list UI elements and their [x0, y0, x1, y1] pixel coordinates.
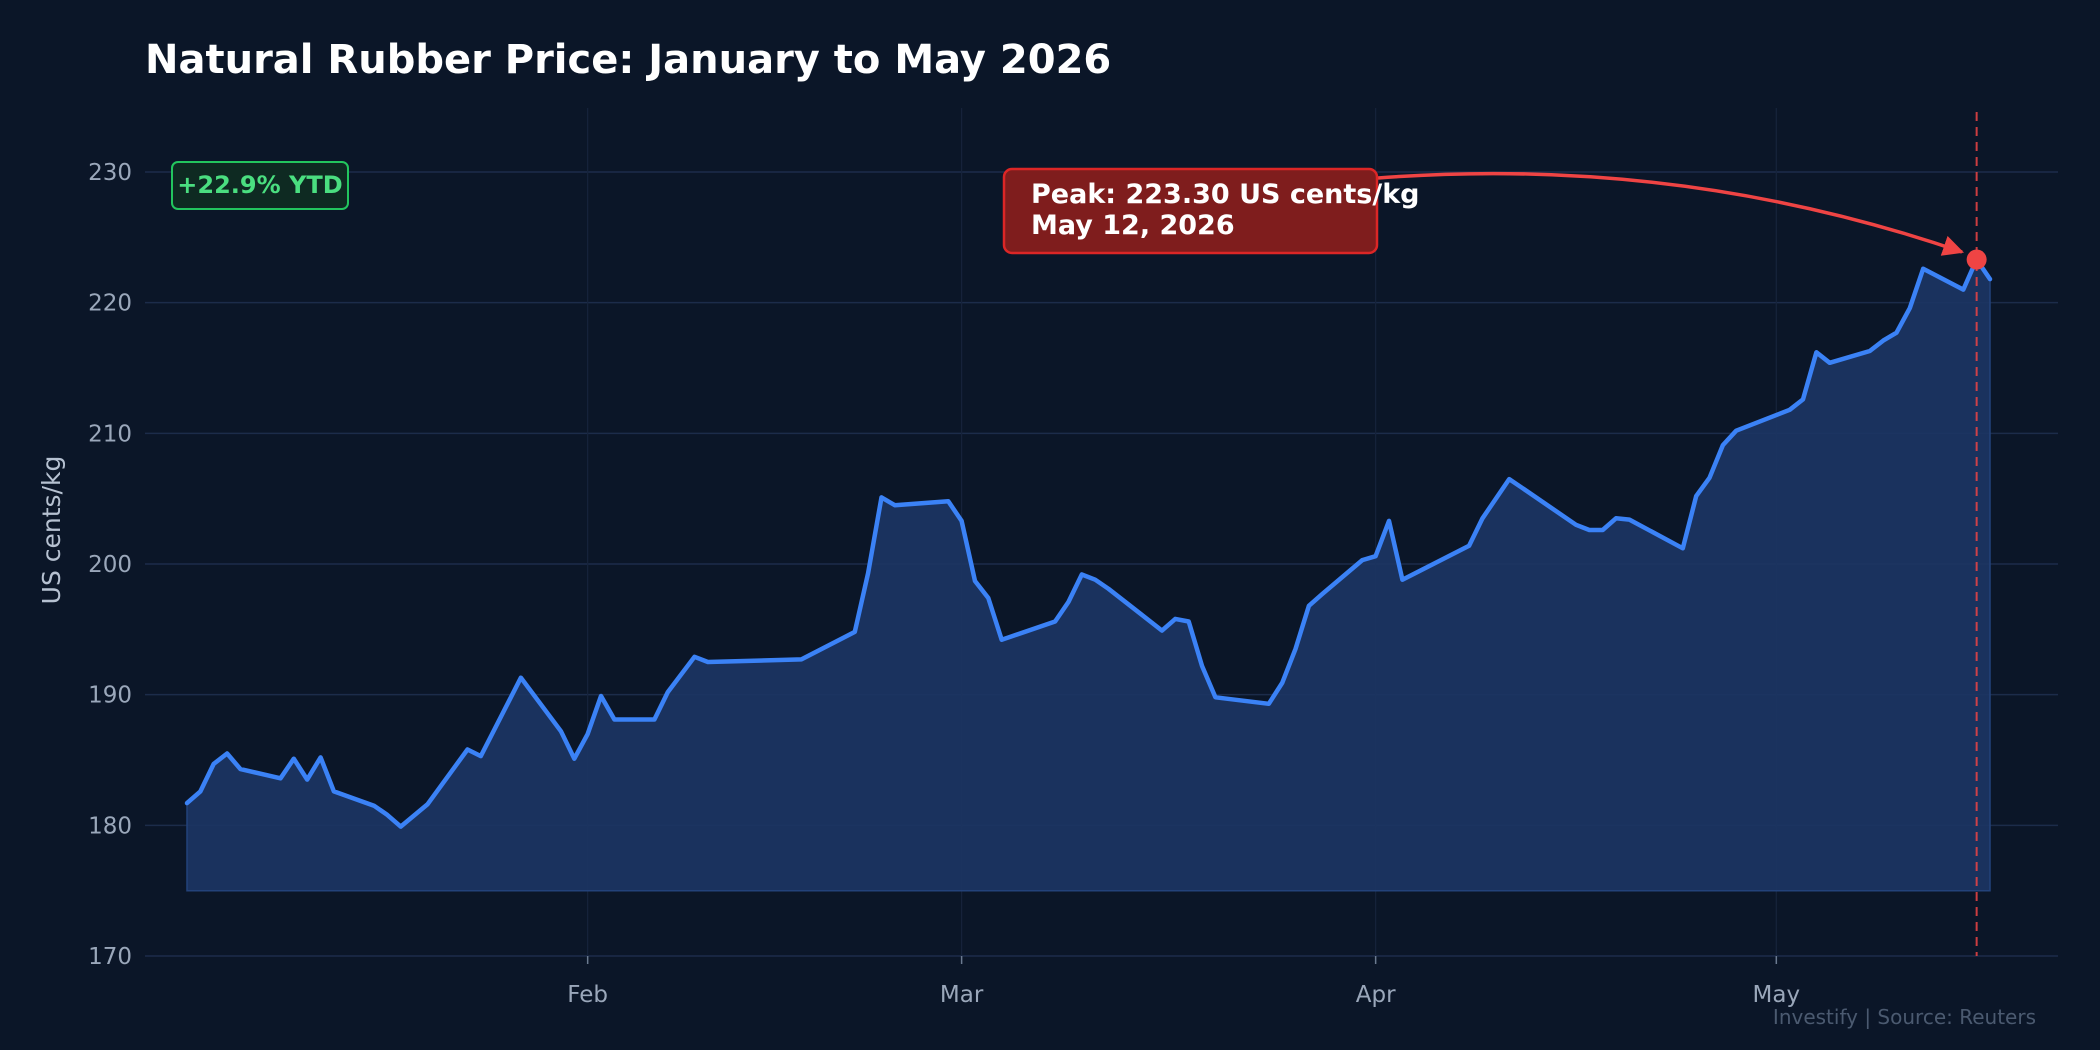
x-axis: Feb Mar Apr May [567, 956, 1800, 1008]
y-tick-label: 180 [88, 813, 132, 839]
y-axis-label: US cents/kg [37, 456, 66, 605]
peak-point [1966, 249, 1987, 270]
y-tick-label: 210 [88, 421, 132, 447]
y-tick-label: 190 [88, 683, 132, 709]
source-note: Investify | Source: Reuters [1773, 1005, 2036, 1029]
peak-label-line1: Peak: 223.30 US cents/kg [1031, 179, 1420, 210]
ytd-badge-box [171, 161, 349, 210]
peak-arrow [1377, 171, 1964, 256]
chart-title: Natural Rubber Price: January to May 202… [145, 37, 1111, 83]
x-tick-label: Apr [1356, 982, 1396, 1008]
y-tick-label: 230 [88, 160, 132, 186]
x-tick-label: Feb [567, 982, 608, 1008]
x-tick-label: Mar [940, 982, 984, 1008]
y-tick-label: 200 [88, 552, 132, 578]
y-tick-label: 220 [88, 291, 132, 317]
peak-callout-box [1002, 167, 1379, 255]
line-layer [184, 257, 1993, 829]
y-axis: 170 180 190 200 210 220 230 [88, 160, 132, 970]
price-line [184, 257, 1993, 829]
y-tick-label: 170 [88, 944, 132, 970]
x-tick-label: May [1753, 982, 1801, 1008]
annotation-layer [1377, 112, 1987, 956]
peak-callout: Peak: 223.30 US cents/kg May 12, 2026 [1002, 167, 1420, 255]
peak-label-line2: May 12, 2026 [1031, 210, 1235, 241]
ytd-badge: +22.9% YTD [171, 161, 349, 210]
ytd-badge-text: +22.9% YTD [177, 171, 342, 199]
